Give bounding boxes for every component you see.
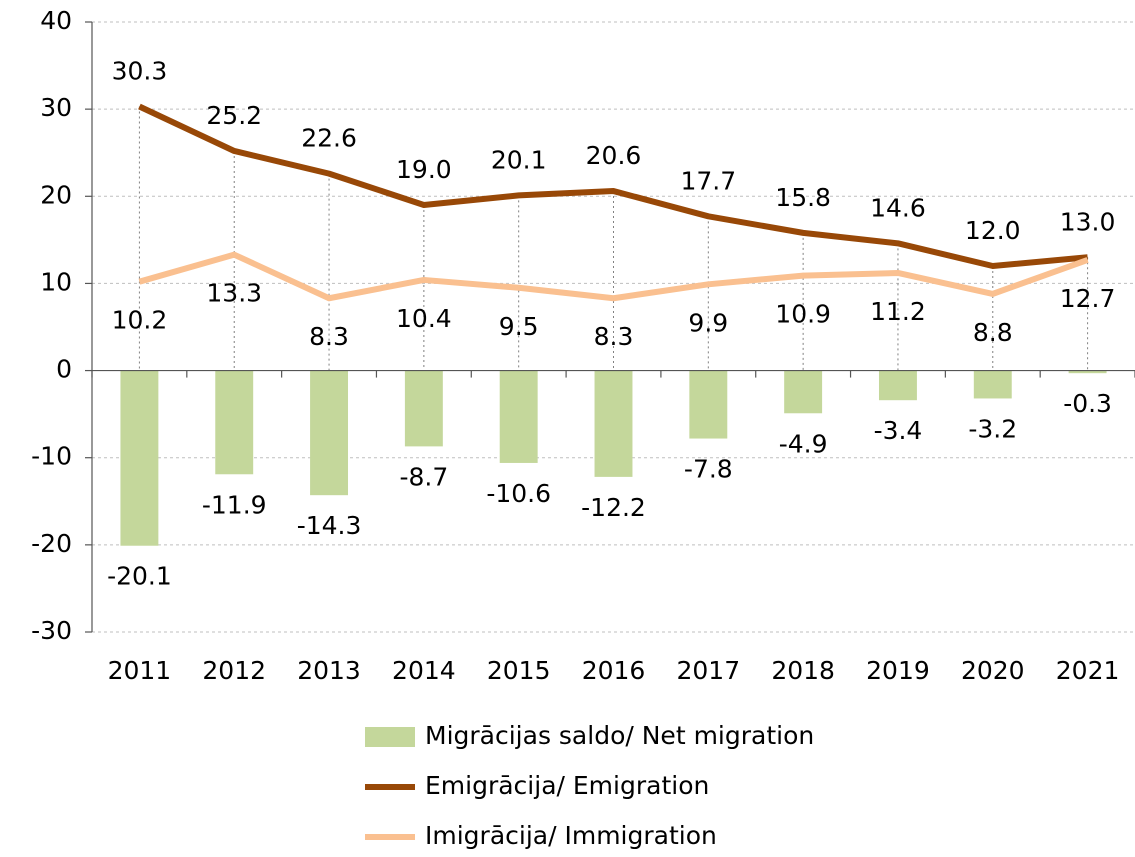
legend-label: Imigrācija/ Immigration [425, 821, 717, 850]
legend-label: Emigrācija/ Emigration [425, 771, 709, 800]
bar [310, 370, 349, 496]
data-label: -0.3 [1063, 389, 1112, 418]
bar [215, 370, 254, 475]
data-label: 19.0 [396, 155, 452, 184]
legend-label: Migrācijas saldo/ Net migration [425, 721, 814, 750]
data-label: -4.9 [779, 429, 828, 458]
y-tick-label: -10 [31, 442, 72, 471]
y-tick-label: 40 [40, 6, 72, 35]
data-label: -3.2 [968, 414, 1017, 443]
data-label: 20.1 [491, 145, 547, 174]
data-label: 8.3 [309, 322, 349, 351]
data-label: 25.2 [206, 101, 262, 130]
data-label: -11.9 [202, 490, 267, 519]
x-tick-label: 2012 [202, 656, 266, 685]
data-label: 11.2 [870, 297, 926, 326]
x-tick-label: 2019 [866, 656, 930, 685]
x-tick-label: 2016 [582, 656, 646, 685]
bar [499, 370, 538, 463]
data-label: -7.8 [684, 455, 733, 484]
x-tick-label: 2015 [487, 656, 551, 685]
y-tick-label: 10 [40, 267, 72, 296]
legend-swatch [365, 727, 415, 747]
data-label: 12.0 [965, 216, 1021, 245]
x-tick-label: 2014 [392, 656, 456, 685]
bar [878, 370, 917, 401]
x-tick-label: 2018 [771, 656, 835, 685]
data-label: -14.3 [297, 511, 362, 540]
y-tick-label: -30 [31, 616, 72, 645]
bar [404, 370, 443, 447]
x-tick-label: 2017 [677, 656, 741, 685]
x-tick-label: 2013 [297, 656, 361, 685]
data-label: 13.3 [206, 279, 262, 308]
x-tick-label: 2011 [108, 656, 172, 685]
line [138, 103, 1088, 269]
data-label: 20.6 [586, 141, 642, 170]
data-label: -12.2 [581, 493, 646, 522]
line [138, 251, 1089, 302]
x-tick-label: 2021 [1056, 656, 1120, 685]
data-label: 30.3 [112, 57, 168, 86]
y-tick-label: 30 [40, 93, 72, 122]
y-tick-label: -20 [31, 529, 72, 558]
data-label: 12.7 [1060, 284, 1116, 313]
data-label: 10.2 [112, 306, 168, 335]
bar [689, 370, 728, 439]
data-label: -3.4 [874, 416, 923, 445]
bar [594, 370, 633, 477]
x-tick-label: 2020 [961, 656, 1025, 685]
data-label: 13.0 [1060, 207, 1116, 236]
data-label: 17.7 [680, 166, 736, 195]
data-label: 8.8 [973, 318, 1013, 347]
data-label: 9.9 [688, 308, 728, 337]
bar [784, 370, 823, 414]
bar [120, 370, 159, 546]
data-label: 15.8 [775, 183, 831, 212]
data-label: 10.9 [775, 300, 831, 329]
data-label: -10.6 [486, 479, 551, 508]
data-label: 10.4 [396, 304, 452, 333]
data-label: 14.6 [870, 193, 926, 222]
bar [973, 370, 1012, 399]
data-label: 9.5 [499, 312, 539, 341]
data-label: 22.6 [301, 124, 357, 153]
data-label: -8.7 [399, 462, 448, 491]
y-tick-label: 20 [40, 180, 72, 209]
data-label: -20.1 [107, 562, 172, 591]
bar [1068, 370, 1107, 374]
y-tick-label: 0 [56, 355, 72, 384]
data-label: 8.3 [594, 322, 634, 351]
